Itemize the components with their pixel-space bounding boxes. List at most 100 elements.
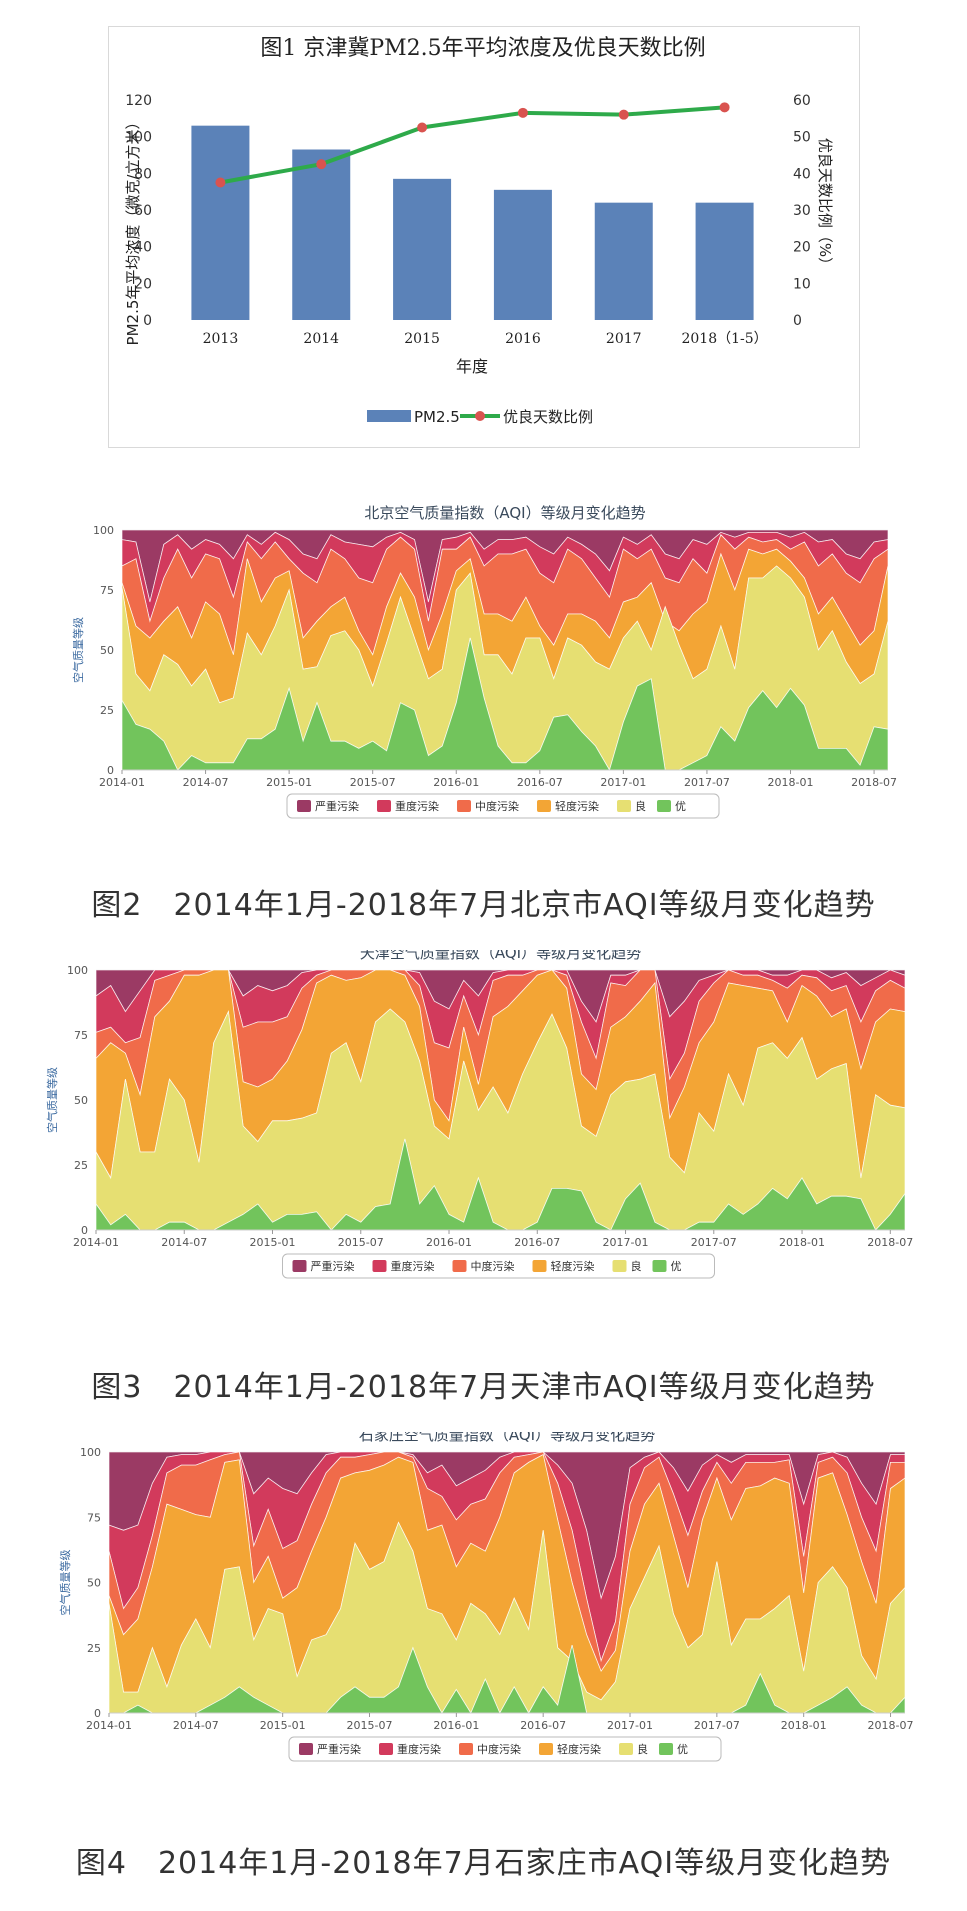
y-tick-label: 75 [74, 1029, 88, 1042]
y-tick-label: 75 [87, 1511, 101, 1524]
x-tick-label: 2017-01 [603, 1236, 649, 1249]
good-days-marker [316, 159, 327, 170]
good-days-marker [517, 107, 528, 118]
x-tick-label: 2014-01 [86, 1719, 132, 1732]
legend-swatch-pm25 [367, 410, 411, 422]
y-tick-label: 75 [100, 584, 114, 597]
x-tick-label: 2018-07 [867, 1236, 913, 1249]
y-tick-label: 50 [100, 644, 114, 657]
y2-tick-label: 60 [793, 93, 811, 109]
legend-swatch [379, 1743, 393, 1755]
x-tick-label: 2015-01 [266, 776, 312, 789]
pm25-bar [292, 149, 351, 320]
legend-swatch [612, 1260, 627, 1272]
legend-label: 重度污染 [391, 1259, 435, 1273]
pm25-bar [695, 202, 754, 320]
y-axis-title: 空气质量等级 [58, 1550, 72, 1616]
x-tick-label: 2017-07 [684, 776, 730, 789]
legend-label: 严重污染 [315, 799, 359, 813]
x-tick-label: 2016 [505, 331, 541, 347]
y-tick-label: 100 [125, 130, 152, 146]
figure-4-chart: 石家庄空气质量指数（AQI）等级月变化趋势 0 25 50 75 100 空气质量等级 201… [58, 1432, 914, 1762]
good-days-marker [215, 177, 226, 188]
legend-label: 重度污染 [397, 1742, 441, 1756]
y-tick-label: 20 [134, 276, 152, 292]
x-tick-label: 2017-07 [691, 1236, 737, 1249]
x-tick-label: 2016-07 [514, 1236, 560, 1249]
x-tick-label: 2017 [606, 331, 642, 347]
figure-4-caption: 图4 2014年1月-2018年7月石家庄市AQI等级月变化趋势 [75, 1846, 892, 1881]
y-tick-label: 50 [74, 1094, 88, 1107]
y-tick-label: 0 [143, 313, 152, 329]
x-tick-label: 2017-01 [600, 776, 646, 789]
legend-swatch-marker [475, 411, 485, 421]
legend-label: 优 [671, 1260, 682, 1273]
figure-1-frame [108, 26, 860, 448]
legend-label: 轻度污染 [551, 1259, 595, 1273]
legend-swatch [299, 1743, 313, 1755]
y2-tick-label: 40 [793, 166, 811, 182]
legend-swatch [459, 1743, 473, 1755]
legend-label: 严重污染 [311, 1259, 355, 1273]
legend-swatch [619, 1743, 633, 1755]
x-tick-label: 2014-01 [73, 1236, 119, 1249]
legend-box [282, 1253, 715, 1279]
good-days-marker [719, 102, 730, 113]
x-tick-label: 2016-07 [517, 776, 563, 789]
legend-swatch [532, 1260, 547, 1272]
good-days-marker [417, 122, 428, 133]
x-tick-label: 2014 [303, 331, 339, 347]
x-tick-label: 2015-01 [250, 1236, 296, 1249]
pm25-bar [191, 125, 250, 321]
legend-swatch [657, 800, 671, 812]
chart-title: 石家庄空气质量指数（AQI）等级月变化趋势 [359, 1432, 655, 1444]
x-tick-label: 2016-01 [433, 776, 479, 789]
y2-tick-label: 0 [793, 313, 802, 329]
chart-title: 图1 京津冀PM2.5年平均浓度及优良天数比例 [260, 36, 705, 61]
pm25-bar [594, 202, 653, 320]
legend-label: 优 [677, 1743, 688, 1756]
y-tick-label: 40 [134, 240, 152, 256]
x-tick-label: 2015-07 [338, 1236, 384, 1249]
x-tick-label: 2014-07 [173, 1719, 219, 1732]
y-tick-label: 25 [100, 704, 114, 717]
legend-label-good-days: 优良天数比例 [503, 408, 593, 426]
x-tick-label: 2017-01 [607, 1719, 653, 1732]
x-tick-label: 2013 [203, 331, 239, 347]
pm25-bar [493, 189, 552, 320]
legend-box [288, 1736, 722, 1762]
y-tick-label: 100 [80, 1446, 101, 1459]
x-tick-label: 2015-07 [347, 1719, 393, 1732]
legend-swatch [537, 800, 551, 812]
chart-title: 天津空气质量指数（AQI）等级月变化趋势 [360, 950, 641, 962]
y-tick-label: 120 [125, 93, 152, 109]
x-tick-label: 2016-01 [433, 1719, 479, 1732]
x-tick-label: 2014-01 [99, 776, 145, 789]
y-tick-label: 0 [94, 1707, 101, 1720]
legend-swatch [539, 1743, 553, 1755]
legend-label: 严重污染 [317, 1742, 361, 1756]
figure-3-chart: 天津空气质量指数（AQI）等级月变化趋势 0 25 50 75 100 空气质量等级 2014… [45, 950, 913, 1279]
x-tick-label: 2016-01 [426, 1236, 472, 1249]
legend-swatch [297, 800, 311, 812]
x-tick-label: 2018-07 [851, 776, 897, 789]
legend-swatch [292, 1260, 307, 1272]
legend-label: 轻度污染 [555, 799, 599, 813]
legend-label: 轻度污染 [557, 1742, 601, 1756]
legend-label: 重度污染 [395, 799, 439, 813]
y-tick-label: 100 [67, 964, 88, 977]
y-tick-label: 0 [81, 1224, 88, 1237]
pm25-bar [393, 178, 452, 320]
legend-label: 良 [635, 799, 646, 813]
y-axis-title: 空气质量等级 [71, 617, 85, 683]
legend-label: 良 [631, 1259, 642, 1273]
good-days-line [220, 105, 725, 185]
x-tick-label: 2015-07 [350, 776, 396, 789]
legend-label: 优 [675, 800, 686, 813]
y-tick-label: 25 [74, 1159, 88, 1172]
legend-swatch [457, 800, 471, 812]
figure-1-chart: 图1 京津冀PM2.5年平均浓度及优良天数比例 0 20 40 60 80 100 120 0 1… [124, 36, 834, 426]
figure-2-chart: 北京空气质量指数（AQI）等级月变化趋势 0 25 50 75 100 空气质量等级 2014… [71, 504, 897, 819]
legend-label-pm25: PM2.5 [414, 408, 460, 426]
x-tick-label: 2018（1-5） [681, 331, 767, 347]
